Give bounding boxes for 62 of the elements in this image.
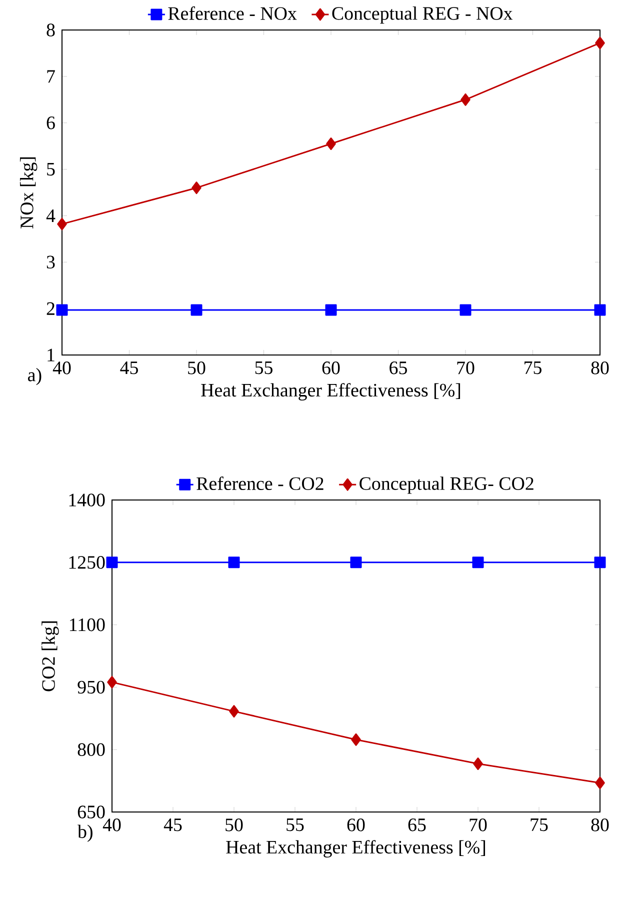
x-tick-label: 45 — [164, 818, 182, 832]
point — [351, 733, 361, 746]
point — [229, 705, 239, 718]
y-tick-label: 650 — [78, 806, 105, 818]
point — [594, 556, 606, 568]
x-tick-label: 45 — [120, 362, 138, 374]
point — [325, 304, 337, 316]
x-tick-label: 75 — [530, 818, 548, 832]
x-tick-label: 50 — [226, 818, 243, 832]
point — [472, 556, 484, 568]
y-tick-label: 4 — [46, 209, 56, 222]
point — [460, 93, 470, 106]
point — [460, 304, 472, 316]
x-tick-label: 55 — [255, 362, 272, 374]
x-axis-title: Heat Exchanger Effectiveness [%] — [201, 383, 460, 400]
x-tick-label: 55 — [286, 818, 304, 832]
text: a) — [28, 368, 42, 386]
y-tick-label: 2 — [46, 302, 54, 315]
y-tick-label: 8 — [46, 24, 55, 36]
y-tick-label: 1 — [48, 348, 54, 362]
y-tick-label: 7 — [47, 70, 55, 83]
x-tick-label: 50 — [188, 362, 206, 374]
y-tick-label: 6 — [46, 116, 55, 130]
text: b) — [78, 824, 92, 842]
x-tick-label: 65 — [390, 362, 407, 374]
x-tick-label: 40 — [102, 818, 121, 832]
point — [190, 304, 202, 316]
legend-label: Conceptual REG - NOx — [332, 6, 513, 24]
point — [106, 556, 118, 568]
point — [57, 218, 67, 230]
y-tick-label: 950 — [78, 680, 105, 694]
point — [350, 556, 362, 568]
x-tick-label: 65 — [408, 818, 426, 832]
point — [107, 676, 117, 688]
point — [595, 776, 605, 790]
x-tick-label: 60 — [347, 818, 365, 832]
point — [192, 182, 202, 194]
point — [594, 304, 606, 316]
y-tick-label: 1250 — [69, 556, 105, 569]
x-tick-label: 75 — [524, 362, 542, 374]
legend-label: Conceptual REG- CO2 — [360, 476, 534, 494]
legend-label: Reference - CO2 — [196, 476, 324, 490]
x-tick-label: 60 — [322, 362, 340, 374]
x-tick-label: 70 — [470, 818, 487, 832]
x-tick-label: 70 — [457, 362, 474, 374]
point — [595, 36, 605, 50]
y-tick-label: 800 — [78, 743, 105, 756]
y-axis-title: NOx [kg] — [20, 157, 38, 228]
y-axis-title: CO2 [kg] — [42, 621, 59, 692]
x-tick-label: 80 — [591, 818, 609, 832]
x-axis-title: Heat Exchanger Effectiveness [%] — [226, 840, 486, 858]
x-tick-label: 80 — [591, 362, 609, 374]
y-tick-label: 3 — [46, 256, 55, 268]
point — [473, 757, 483, 770]
point — [326, 137, 336, 150]
y-tick-label: 5 — [47, 162, 55, 176]
point — [228, 556, 240, 568]
x-tick-label: 40 — [52, 362, 71, 374]
legend-label: Reference - NOx — [168, 6, 297, 20]
point — [56, 304, 68, 316]
y-tick-label: 1400 — [69, 494, 105, 506]
y-tick-label: 1100 — [70, 618, 105, 632]
